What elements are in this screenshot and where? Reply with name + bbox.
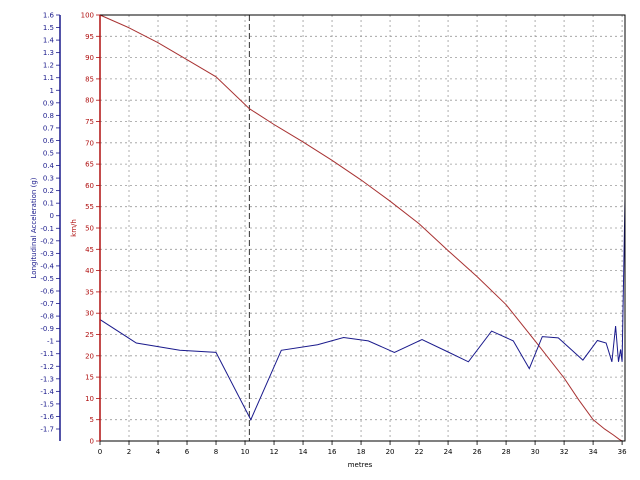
accel-tick-label: 0 — [50, 212, 54, 220]
speed-tick-label: 60 — [85, 182, 94, 190]
accel-tick-label: -0.4 — [40, 262, 54, 270]
accel-tick-label: 1.3 — [43, 49, 54, 57]
accel-tick-label: -0.2 — [40, 237, 54, 245]
accel-tick-label: -1.7 — [40, 426, 54, 434]
speed-tick-label: 95 — [85, 33, 94, 41]
accel-tick-label: -1.4 — [40, 388, 54, 396]
speed-tick-label: 80 — [85, 97, 94, 105]
accel-tick-label: 0.2 — [43, 187, 54, 195]
x-tick-label: 20 — [386, 448, 395, 456]
speed-tick-label: 30 — [85, 310, 94, 318]
speed-tick-label: 40 — [85, 267, 94, 275]
x-tick-label: 14 — [299, 448, 308, 456]
x-tick-label: 16 — [328, 448, 337, 456]
x-tick-label: 18 — [357, 448, 366, 456]
speed-tick-label: 50 — [85, 225, 94, 233]
accel-axis-title: Longitudinal Acceleration (g) — [30, 177, 38, 278]
accel-tick-label: 0.6 — [43, 137, 55, 145]
accel-tick-label: 0.7 — [43, 124, 54, 132]
speed-tick-label: 75 — [85, 118, 94, 126]
accel-tick-label: 0.5 — [43, 150, 54, 158]
accel-tick-label: -0.6 — [40, 288, 54, 296]
x-tick-label: 34 — [589, 448, 598, 456]
speed-tick-label: 5 — [90, 416, 94, 424]
speed-tick-label: 20 — [85, 352, 94, 360]
accel-tick-label: -1.2 — [40, 363, 54, 371]
accel-tick-label: -0.7 — [40, 300, 54, 308]
speed-tick-label: 100 — [81, 12, 94, 20]
x-tick-label: 12 — [270, 448, 279, 456]
axes: 0 2 4 6 8 10 12 14 16 18 20 22 24 26 28 30 32 34 361009590… — [40, 12, 627, 457]
speed-axis-title: km/h — [70, 219, 78, 237]
speed-tick-label: 65 — [85, 161, 94, 169]
speed-tick-label: 55 — [85, 203, 94, 211]
accel-tick-label: 1.2 — [43, 62, 54, 70]
speed-tick-label: 15 — [85, 374, 94, 382]
speed-tick-label: 35 — [85, 288, 94, 296]
x-tick-label: 8 — [214, 448, 218, 456]
accel-tick-label: -0.3 — [40, 250, 54, 258]
x-tick-label: 36 — [618, 448, 627, 456]
accel-tick-label: -0.9 — [40, 325, 54, 333]
speed-tick-label: 25 — [85, 331, 94, 339]
accel-tick-label: 1 — [50, 87, 54, 95]
accel-tick-label: 0.4 — [43, 162, 55, 170]
speed-tick-label: 70 — [85, 139, 94, 147]
x-tick-label: 0 — [98, 448, 102, 456]
accel-tick-label: 0.8 — [43, 112, 54, 120]
speed-tick-label: 90 — [85, 54, 94, 62]
x-tick-label: 2 — [127, 448, 131, 456]
x-tick-label: 30 — [531, 448, 540, 456]
x-axis-title: metres — [348, 461, 373, 469]
x-tick-label: 26 — [473, 448, 482, 456]
accel-tick-label: -1.5 — [40, 400, 54, 408]
speed-tick-label: 85 — [85, 75, 94, 83]
accel-tick-label: 0.1 — [43, 200, 54, 208]
speed-tick-label: 45 — [85, 246, 94, 254]
x-tick-label: 22 — [415, 448, 424, 456]
accel-tick-label: -0.5 — [40, 275, 54, 283]
accel-tick-label: -0.8 — [40, 313, 54, 321]
accel-tick-label: 1.4 — [43, 37, 55, 45]
x-tick-label: 10 — [241, 448, 250, 456]
accel-series-line — [99, 198, 626, 421]
accel-tick-label: 1.1 — [43, 74, 54, 82]
series-layer — [99, 14, 626, 442]
speed-tick-label: 10 — [85, 395, 94, 403]
accel-tick-label: 1.5 — [43, 24, 54, 32]
x-tick-label: 32 — [560, 448, 569, 456]
accel-tick-label: -1.1 — [40, 350, 54, 358]
speed-tick-label: 0 — [90, 438, 94, 446]
accel-tick-label: 0.3 — [43, 175, 54, 183]
accel-tick-label: -1 — [47, 338, 54, 346]
accel-tick-label: 0.9 — [43, 99, 54, 107]
accel-tick-label: 1.6 — [43, 12, 55, 20]
accel-tick-label: -1.6 — [40, 413, 54, 421]
accel-tick-label: -0.1 — [40, 225, 54, 233]
x-tick-label: 4 — [156, 448, 161, 456]
speed-series-line — [99, 14, 623, 442]
accel-tick-label: -1.3 — [40, 375, 54, 383]
x-tick-label: 24 — [444, 448, 453, 456]
x-tick-label: 6 — [185, 448, 190, 456]
grid — [100, 15, 625, 441]
x-tick-label: 28 — [502, 448, 511, 456]
